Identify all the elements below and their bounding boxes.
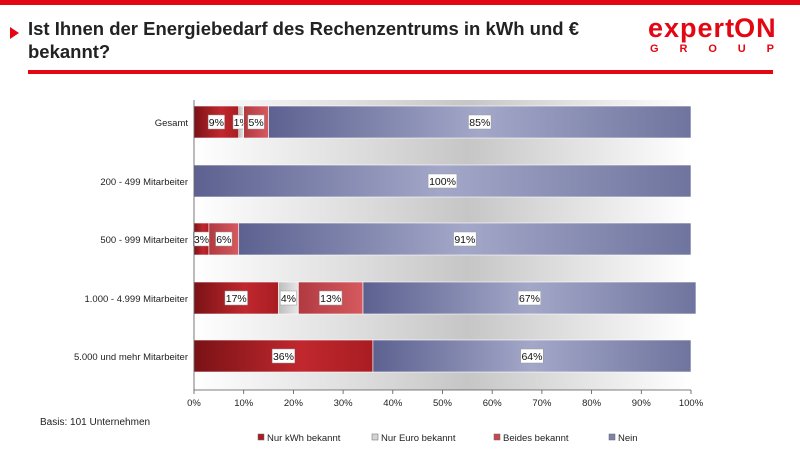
x-tick-label: 30% <box>334 398 354 409</box>
x-tick-label: 80% <box>582 398 602 409</box>
bars-layer: 9% 1% 5% 85%100%3% 6% 91%17% 4% 13% 67%36% 64% <box>193 105 697 373</box>
legend: Nur kWh bekannt Nur Euro bekannt Beides be… <box>257 433 638 444</box>
logo-group-text: G R O U P <box>650 43 774 55</box>
data-label: 13% <box>320 293 341 305</box>
data-label: 6% <box>216 234 231 246</box>
legend-swatch-nein <box>608 433 616 441</box>
x-tick-label: 100% <box>679 398 704 409</box>
basis-footnote: Basis: 101 Unternehmen <box>40 417 151 428</box>
stacked-bar-chart: 9% 1% 5% 85%100%3% 6% 91%17% 4% 13% 67%36% 64% Ge… <box>74 100 704 444</box>
data-label: 4% <box>281 293 296 305</box>
data-label: 9% <box>209 117 224 129</box>
legend-label: Nur kWh bekannt <box>267 433 341 444</box>
category-label: 5.000 und mehr Mitarbeiter <box>74 352 188 363</box>
top-accent-bar <box>0 0 800 5</box>
x-axis: 0% 10% 20% 30% 40% 50% 60% 70% 80% 90% 100% <box>187 100 704 409</box>
legend-swatch-beides <box>493 433 501 441</box>
experton-logo: expertON G R O U P <box>648 14 776 62</box>
x-tick-label: 10% <box>234 398 254 409</box>
data-label-box <box>319 290 343 306</box>
page-title: Ist Ihnen der Energiebedarf des Rechenze… <box>28 18 579 62</box>
title-underline <box>28 70 773 74</box>
data-label-box <box>468 114 492 130</box>
category-label: 200 - 499 Mitarbeiter <box>100 177 188 188</box>
logo-letter: O <box>708 43 717 55</box>
data-label-box <box>453 231 477 247</box>
legend-swatch-nur-kwh <box>257 433 265 441</box>
data-label-box <box>520 348 544 364</box>
data-label: 85% <box>469 117 490 129</box>
data-label: 5% <box>249 117 264 129</box>
data-label-box <box>271 348 296 364</box>
category-label: Gesamt <box>155 118 189 129</box>
data-label: 91% <box>454 234 475 246</box>
legend-label: Beides bekannt <box>503 433 569 444</box>
category-label: 500 - 999 Mitarbeiter <box>100 235 188 246</box>
x-tick-label: 0% <box>187 398 201 409</box>
data-label-box <box>215 231 233 247</box>
data-label: 36% <box>273 351 294 363</box>
data-label: 67% <box>519 293 540 305</box>
category-label: 1.000 - 4.999 Mitarbeiter <box>84 294 188 305</box>
legend-swatch-nur-euro <box>371 433 379 441</box>
x-tick-label: 60% <box>483 398 503 409</box>
logo-letter: P <box>766 43 774 55</box>
title-arrow-icon <box>10 27 19 39</box>
data-label-box <box>517 290 542 306</box>
logo-letter: G <box>650 43 659 55</box>
data-label-box <box>247 114 265 130</box>
data-label: 100% <box>429 176 456 188</box>
logo-letter: U <box>737 43 746 55</box>
x-tick-label: 40% <box>383 398 403 409</box>
data-label-box <box>224 290 248 306</box>
data-label: 3% <box>194 234 209 246</box>
data-label: 17% <box>226 293 247 305</box>
logo-letter: R <box>679 43 688 55</box>
logo-wordmark: expertON <box>648 13 777 43</box>
category-labels: Gesamt 200 - 499 Mitarbeiter 500 - 999 Mit… <box>74 118 188 363</box>
x-tick-label: 50% <box>433 398 453 409</box>
data-label-box <box>279 290 297 306</box>
x-tick-label: 70% <box>532 398 552 409</box>
data-label-box <box>427 173 458 189</box>
legend-label: Nur Euro bekannt <box>381 433 456 444</box>
x-tick-label: 90% <box>632 398 652 409</box>
data-label-box <box>207 114 225 130</box>
x-tick-label: 20% <box>284 398 304 409</box>
legend-label: Nein <box>618 433 638 444</box>
data-label: 64% <box>521 351 542 363</box>
